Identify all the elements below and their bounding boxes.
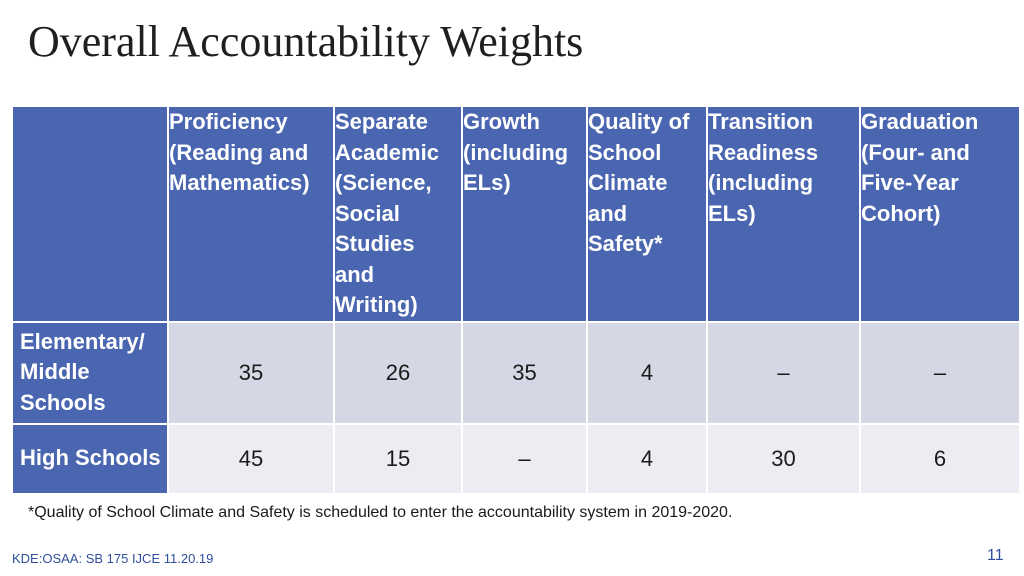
table-cell: – — [859, 320, 1021, 425]
footnote: *Quality of School Climate and Safety is… — [28, 504, 733, 521]
table-cell: – — [461, 422, 588, 495]
table-cell: 45 — [167, 422, 335, 495]
table-cell: 30 — [706, 422, 861, 495]
table-cell: 4 — [586, 422, 708, 495]
table-row-elementary-middle: Elementary/Middle Schools 35 26 35 4 – – — [11, 320, 1021, 425]
source-label: KDE:OSAA: SB 175 IJCE 11.20.19 — [12, 551, 214, 566]
column-header-transition-readiness: Transition Readiness (including ELs) — [706, 105, 861, 323]
column-header-separate-academic: Separate Academic (Science, Social Studies an… — [333, 105, 463, 323]
table-cell: 4 — [586, 320, 708, 425]
table-header-row: Proficiency (Reading and Mathematics) Sepa… — [11, 105, 1021, 323]
corner-header-cell — [11, 105, 169, 323]
column-header-proficiency: Proficiency (Reading and Mathematics) — [167, 105, 335, 323]
row-label-high-schools: High Schools — [11, 422, 169, 495]
table-cell: 6 — [859, 422, 1021, 495]
table-cell: 26 — [333, 320, 463, 425]
row-label-elementary-middle: Elementary/Middle Schools — [11, 320, 169, 425]
table-cell: – — [706, 320, 861, 425]
table-row-high-schools: High Schools 45 15 – 4 30 6 — [11, 422, 1021, 495]
column-header-growth: Growth (including ELs) — [461, 105, 588, 323]
page-number: 11 — [987, 547, 1004, 564]
table-cell: 35 — [461, 320, 588, 425]
column-header-graduation: Graduation (Four- and Five-Year Cohort) — [859, 105, 1021, 323]
column-header-quality-of-school-climate: Quality of School Climate and Safety* — [586, 105, 708, 323]
table-cell: 35 — [167, 320, 335, 425]
slide-title: Overall Accountability Weights — [28, 17, 584, 66]
table-cell: 15 — [333, 422, 463, 495]
accountability-weights-table: Proficiency (Reading and Mathematics) Sepa… — [11, 105, 1021, 495]
